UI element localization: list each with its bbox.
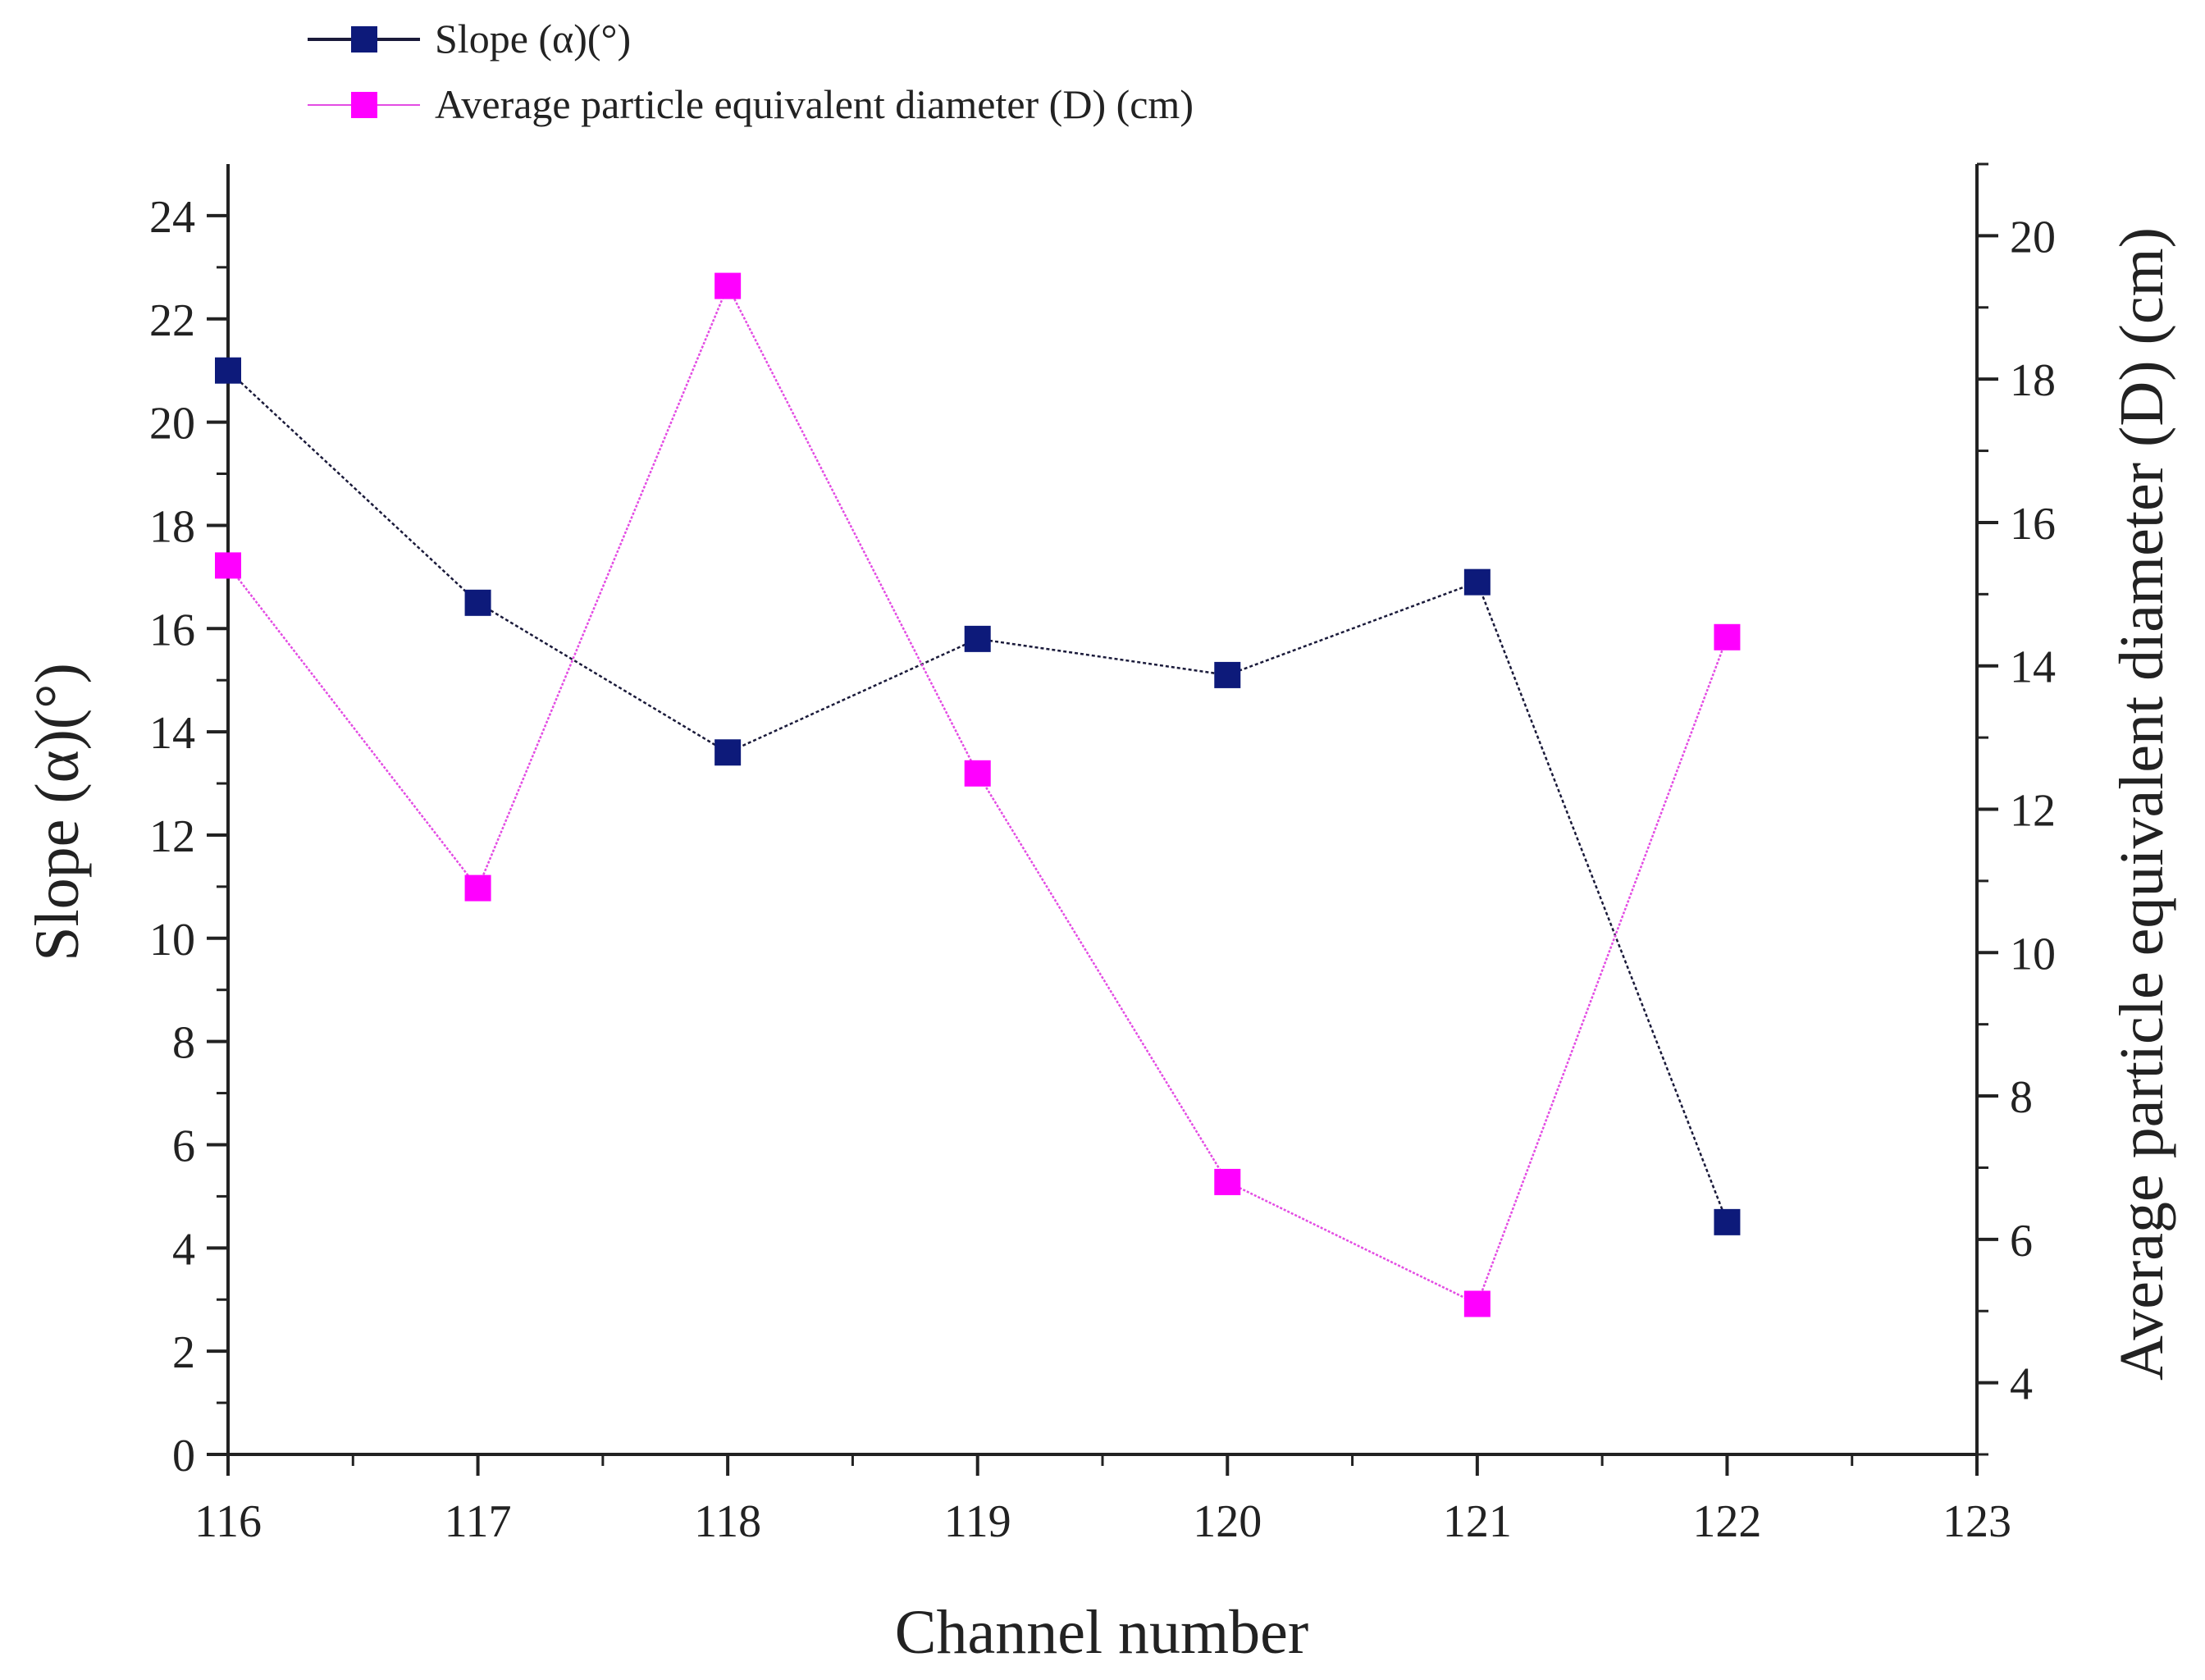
- y-tick-label: 18: [149, 501, 195, 552]
- data-point-diameter: [464, 874, 491, 902]
- y-tick-label: 4: [172, 1224, 195, 1275]
- y2-ticks: 4 6 8 10 12 14 16 18 20: [1977, 162, 2056, 1456]
- y2-tick-label: 10: [2010, 929, 2056, 979]
- series-slope: [215, 357, 1741, 1235]
- x-tick-label: 119: [944, 1496, 1011, 1547]
- legend-label-slope: Slope (α)(°): [435, 16, 631, 62]
- x-tick-label: 122: [1692, 1496, 1761, 1547]
- x-tick-label: 116: [194, 1496, 262, 1547]
- y-tick-label: 16: [149, 605, 195, 655]
- x-tick-label: 121: [1443, 1496, 1512, 1547]
- x-tick-label: 120: [1193, 1496, 1262, 1547]
- legend-label-diameter: Average particle equivalent diameter (D)…: [435, 81, 1194, 127]
- data-point-diameter: [1463, 1290, 1491, 1317]
- y2-axis-title: Average particle equivalent diameter (D)…: [2107, 227, 2176, 1381]
- x-tick-label: 117: [445, 1496, 512, 1547]
- y2-tick-label: 20: [2010, 212, 2056, 262]
- data-point-diameter: [964, 760, 991, 787]
- x-ticks: 116 117 118 119 120 121 122 123: [194, 1454, 2011, 1547]
- y-axis-title: Slope (α)(°): [23, 663, 92, 961]
- y-tick-label: 8: [172, 1018, 195, 1069]
- x-axis-title: Channel number: [895, 1598, 1308, 1667]
- y2-tick-label: 8: [2010, 1072, 2033, 1123]
- data-point-slope: [964, 625, 991, 652]
- y-tick-label: 12: [149, 811, 195, 862]
- y-tick-label: 6: [172, 1121, 195, 1171]
- data-point-diameter: [1214, 1168, 1241, 1195]
- x-tick-label: 118: [694, 1496, 761, 1547]
- y-tick-label: 14: [149, 708, 195, 759]
- legend: Slope (α)(°) Average particle equivalent…: [308, 16, 1194, 127]
- series-diameter: [215, 272, 1741, 1317]
- legend-marker-diameter: [351, 92, 377, 118]
- y-tick-label: 0: [172, 1431, 195, 1481]
- y-tick-label: 20: [149, 399, 195, 450]
- y2-tick-label: 16: [2010, 499, 2056, 550]
- legend-marker-slope: [351, 26, 377, 52]
- data-point-diameter: [714, 272, 742, 299]
- data-point-diameter: [1714, 623, 1741, 651]
- y-tick-label: 10: [149, 915, 195, 966]
- data-point-slope: [215, 357, 241, 384]
- data-point-slope: [1214, 661, 1241, 688]
- data-point-slope: [714, 739, 742, 766]
- y-tick-label: 22: [149, 295, 195, 346]
- y2-tick-label: 18: [2010, 355, 2056, 406]
- y2-tick-label: 6: [2010, 1216, 2033, 1267]
- y-tick-label: 24: [149, 192, 195, 243]
- series-layer: [215, 272, 1741, 1317]
- x-tick-label: 123: [1942, 1496, 2011, 1547]
- data-point-slope: [1714, 1208, 1741, 1235]
- data-point-diameter: [215, 552, 241, 579]
- y2-tick-label: 4: [2010, 1359, 2033, 1410]
- data-point-slope: [1463, 568, 1491, 596]
- y2-tick-label: 14: [2010, 642, 2056, 693]
- y2-tick-label: 12: [2010, 786, 2056, 837]
- y-tick-label: 2: [172, 1327, 195, 1378]
- data-point-slope: [464, 589, 491, 616]
